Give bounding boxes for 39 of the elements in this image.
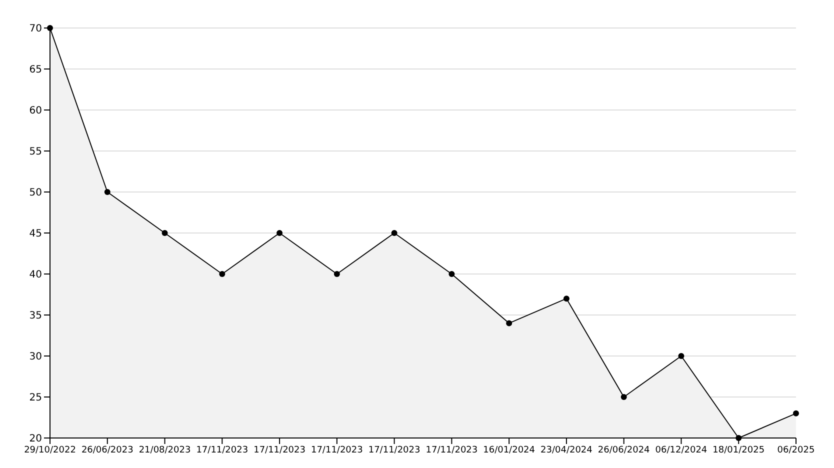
y-tick-label: 60 [29, 106, 42, 117]
point [391, 230, 398, 236]
x-tick-label: 17/11/2023 [426, 445, 478, 456]
point [47, 25, 53, 31]
point [678, 353, 684, 359]
point [793, 410, 799, 416]
x-tick-label: 06/12/2024 [655, 445, 708, 456]
x-tick-label: 18/01/2025 [712, 445, 765, 456]
point [162, 230, 168, 236]
point [334, 271, 340, 277]
x-tick-label: 06/2025 [777, 445, 815, 456]
x-tick-label: 26/06/2023 [81, 445, 134, 456]
point [736, 435, 742, 441]
y-tick-label: 25 [29, 392, 42, 404]
x-tick-label: 17/11/2023 [310, 445, 363, 456]
y-tick-label: 55 [29, 146, 42, 158]
point [620, 394, 627, 400]
x-tick-label: 21/08/2023 [138, 445, 191, 456]
y-tick-label: 30 [29, 352, 42, 363]
x-tick-label: 17/11/2023 [196, 445, 248, 456]
point [219, 271, 226, 277]
y-tick-label: 50 [29, 188, 42, 199]
x-tick-label: 16/01/2024 [483, 445, 536, 456]
point [276, 230, 283, 236]
point [563, 296, 570, 302]
y-tick-label: 70 [29, 24, 42, 35]
x-tick-label: 26/06/2024 [598, 445, 650, 456]
x-tick-label: 29/10/2022 [24, 445, 76, 456]
y-tick-label: 65 [29, 64, 42, 76]
x-tick-label: 17/11/2023 [368, 445, 420, 456]
y-tick-label: 35 [29, 310, 42, 322]
point [448, 271, 455, 277]
point [104, 189, 110, 195]
y-tick-label: 45 [29, 228, 42, 240]
y-tick-label: 40 [29, 270, 42, 281]
point [506, 320, 512, 326]
y-tick-label: 20 [29, 434, 42, 445]
x-tick-label: 17/11/2023 [254, 445, 306, 456]
x-tick-label: 23/04/2024 [540, 445, 593, 456]
